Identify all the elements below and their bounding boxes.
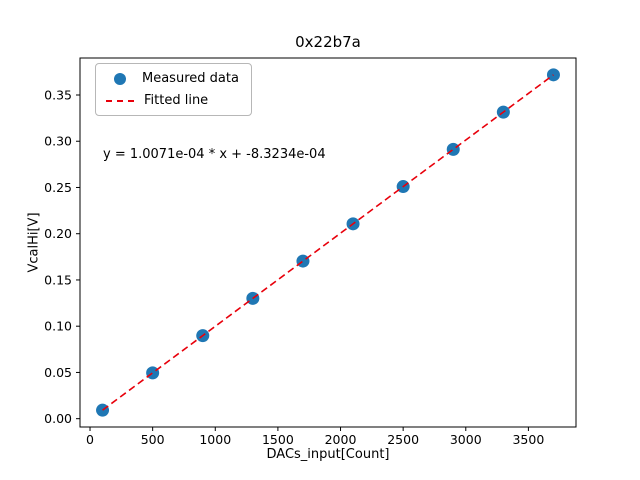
svg-text:0.10: 0.10 [44, 319, 72, 334]
legend-label-fitted: Fitted line [144, 93, 209, 108]
y-ticks: 0.00 0.05 0.10 0.15 0.20 0.25 0.30 0.35 [44, 87, 80, 426]
svg-text:0.00: 0.00 [44, 411, 72, 426]
svg-text:1000: 1000 [199, 432, 231, 447]
svg-text:2000: 2000 [325, 432, 357, 447]
legend: Measured data Fitted line [95, 63, 252, 116]
svg-text:0.15: 0.15 [44, 272, 72, 287]
chart-title: 0x22b7a [295, 33, 361, 51]
svg-text:2500: 2500 [387, 432, 419, 447]
legend-label-measured: Measured data [142, 71, 239, 86]
svg-text:0: 0 [86, 432, 94, 447]
measured-data-marker-icon [114, 72, 126, 85]
legend-item-measured: Measured data [106, 71, 239, 86]
y-axis-label: VcalHi[V] [26, 212, 42, 273]
svg-text:3000: 3000 [450, 432, 482, 447]
x-axis-label: DACs_input[Count] [266, 447, 390, 462]
data-point [96, 403, 110, 417]
svg-text:0.25: 0.25 [44, 180, 72, 195]
fit-equation-annotation: y = 1.0071e-04 * x + -8.3234e-04 [103, 147, 326, 162]
data-point [546, 68, 560, 82]
svg-text:0.30: 0.30 [44, 134, 72, 149]
svg-text:0.05: 0.05 [44, 365, 72, 380]
svg-text:1500: 1500 [262, 432, 294, 447]
svg-text:0.20: 0.20 [44, 226, 72, 241]
fitted-line-marker-icon [106, 99, 134, 102]
svg-text:3500: 3500 [512, 432, 544, 447]
legend-item-fitted: Fitted line [106, 93, 239, 108]
data-point [296, 254, 310, 268]
axes-frame [79, 57, 577, 428]
x-ticks: 0 500 1000 1500 2000 2500 3000 3500 [86, 427, 544, 447]
data-point [446, 142, 460, 156]
fitted-line [102, 74, 554, 411]
svg-text:0.35: 0.35 [44, 87, 72, 102]
data-point [146, 366, 160, 380]
svg-text:500: 500 [141, 432, 165, 447]
